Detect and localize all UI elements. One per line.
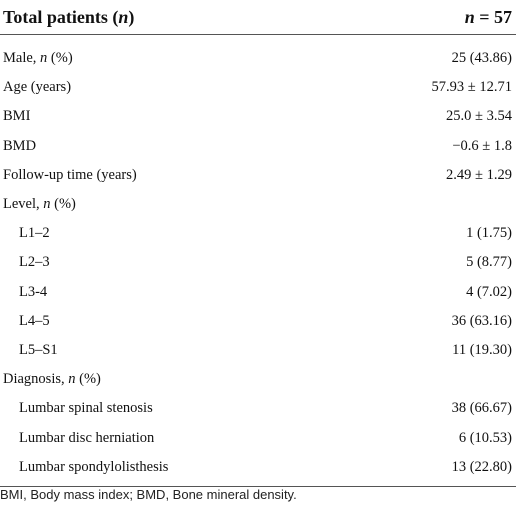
sub-row: L1–2 1 (1.75) — [0, 219, 516, 248]
row-value: 36 (63.16) — [451, 312, 512, 329]
header-value: n = 57 — [464, 6, 512, 27]
sub-row: L4–5 36 (63.16) — [0, 307, 516, 336]
table-row: BMD −0.6 ± 1.8 — [0, 132, 516, 161]
row-label: L1–2 — [19, 225, 50, 242]
table-row: Level, n (%) — [0, 190, 516, 219]
row-label: Follow-up time (years) — [3, 166, 137, 183]
table-row: Follow-up time (years) 2.49 ± 1.29 — [0, 161, 516, 190]
row-label: Age (years) — [3, 79, 72, 96]
row-label: Lumbar spinal stenosis — [19, 400, 153, 417]
row-value: 25.0 ± 3.54 — [446, 108, 512, 125]
row-label: Lumbar disc herniation — [19, 429, 155, 446]
row-label: BMD — [3, 137, 37, 154]
row-value: −0.6 ± 1.8 — [452, 137, 512, 154]
row-label: L3-4 — [19, 283, 48, 300]
row-label: Diagnosis, n (%) — [3, 371, 101, 388]
row-label: L4–5 — [19, 312, 50, 329]
row-value: 11 (19.30) — [452, 341, 512, 358]
row-label: Lumbar spondylolisthesis — [19, 458, 169, 475]
sub-row: Lumbar spinal stenosis 38 (66.67) — [0, 394, 516, 423]
row-label: L5–S1 — [19, 341, 58, 358]
sub-row: Lumbar disc herniation 6 (10.53) — [0, 423, 516, 452]
table-row: BMI 25.0 ± 3.54 — [0, 102, 516, 131]
table-row: Male, n (%) 25 (43.86) — [0, 44, 516, 73]
row-value: 5 (8.77) — [466, 254, 512, 271]
row-value: 13 (22.80) — [451, 458, 512, 475]
row-value: 38 (66.67) — [451, 400, 512, 417]
row-label: BMI — [3, 108, 31, 125]
row-label: Level, n (%) — [3, 196, 76, 213]
row-label: L2–3 — [19, 254, 50, 271]
table: Total patients (n) n = 57 Male, n (%) 25 … — [0, 0, 516, 487]
header-label: Total patients (n) — [3, 6, 135, 27]
footnote: BMI, Body mass index; BMD, Bone mineral … — [0, 487, 297, 502]
sub-row: L2–3 5 (8.77) — [0, 248, 516, 277]
row-value: 25 (43.86) — [451, 50, 512, 67]
row-value: 4 (7.02) — [466, 283, 512, 300]
row-value: 57.93 ± 12.71 — [431, 79, 512, 96]
sub-row: L5–S1 11 (19.30) — [0, 336, 516, 365]
table-row: Age (years) 57.93 ± 12.71 — [0, 73, 516, 102]
row-value: 2.49 ± 1.29 — [446, 166, 512, 183]
sub-row: Lumbar spondylolisthesis 13 (22.80) — [0, 453, 516, 482]
table-body: Male, n (%) 25 (43.86) Age (years) 57.93 ± … — [0, 35, 516, 487]
sub-row: L3-4 4 (7.02) — [0, 278, 516, 307]
header-row: Total patients (n) n = 57 — [0, 0, 516, 35]
row-value: 6 (10.53) — [458, 429, 512, 446]
row-label: Male, n (%) — [3, 50, 73, 67]
table-row: Diagnosis, n (%) — [0, 365, 516, 394]
row-value: 1 (1.75) — [466, 225, 512, 242]
